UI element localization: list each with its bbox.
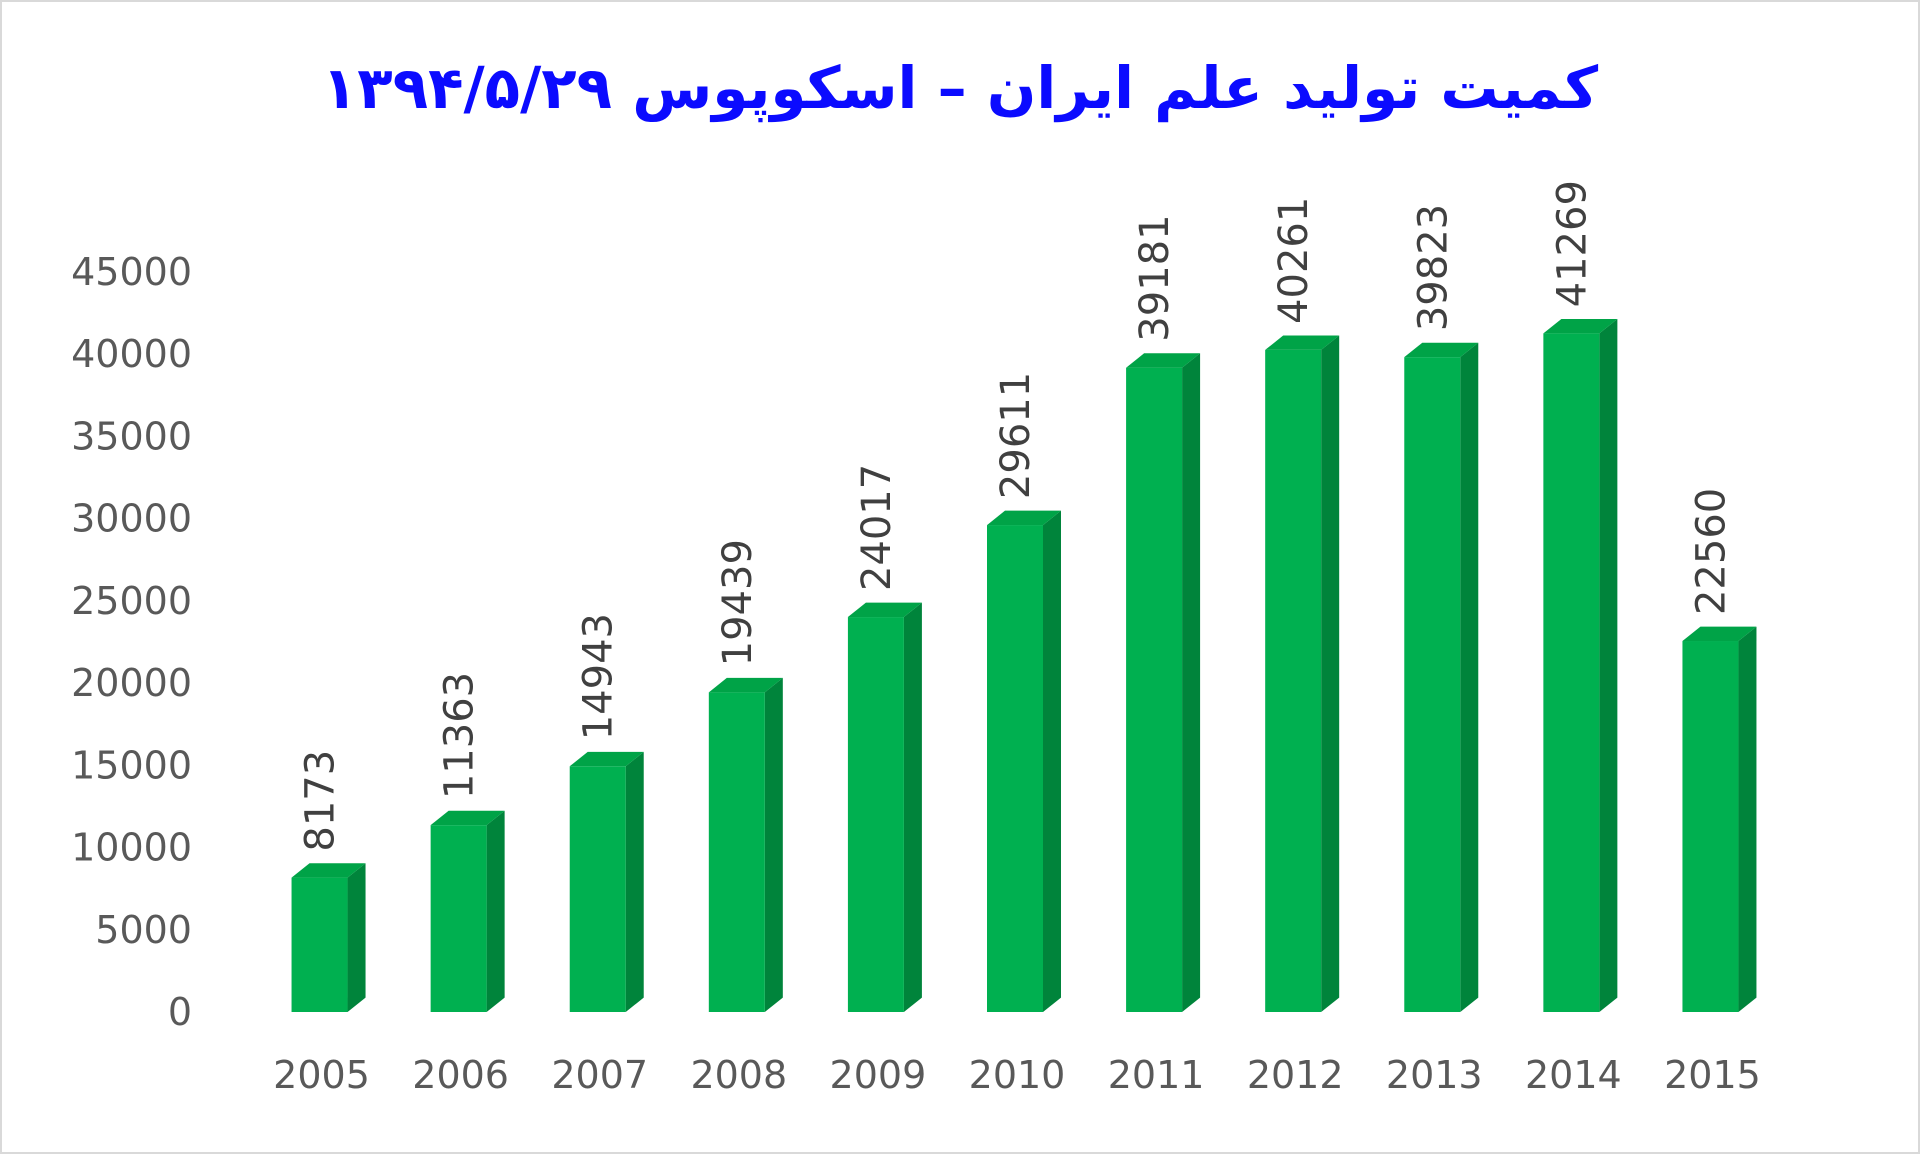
bar-side-2015	[1738, 626, 1757, 1012]
bar-2008	[708, 677, 783, 1012]
data-label-2007: 14943	[576, 613, 622, 740]
bar-2013	[1404, 342, 1479, 1012]
bar-top-2006	[430, 810, 505, 826]
bar-side-2012	[1321, 335, 1340, 1012]
bar-2005	[291, 863, 366, 1012]
data-label-2011: 39181	[1132, 214, 1178, 341]
x-tick-label-2009: 2009	[830, 1053, 927, 1097]
bar-front-2013	[1404, 357, 1461, 1012]
y-tick-label-4: 20000	[71, 661, 192, 705]
bar-front-2008	[708, 692, 765, 1012]
data-label-2012: 40261	[1271, 197, 1317, 324]
bar-front-2010	[987, 525, 1043, 1012]
chart-title: کمیت تولید علم ایران – اسکوپوس ۱۳۹۴/۵/۲۹	[321, 54, 1599, 122]
bar-2011	[1126, 353, 1201, 1013]
bar-side-2013	[1460, 342, 1479, 1012]
bar-front-2006	[430, 825, 487, 1012]
bar-top-2015	[1682, 626, 1757, 642]
bar-2009	[847, 602, 922, 1012]
bar-top-2009	[847, 602, 922, 618]
x-tick-label-2010: 2010	[969, 1053, 1066, 1097]
bar-2015	[1682, 626, 1757, 1012]
x-tick-label-2006: 2006	[412, 1053, 509, 1097]
data-label-2008: 19439	[715, 539, 761, 666]
data-label-2006: 11363	[437, 672, 483, 799]
y-tick-label-6: 30000	[71, 497, 192, 541]
bar-top-2008	[708, 677, 783, 693]
bar-2012	[1265, 335, 1340, 1012]
x-tick-label-2007: 2007	[551, 1053, 648, 1097]
bar-2007	[569, 751, 644, 1012]
x-tick-label-2012: 2012	[1247, 1053, 1344, 1097]
x-tick-label-2013: 2013	[1386, 1053, 1483, 1097]
bar-2010	[987, 510, 1061, 1012]
y-tick-label-2: 10000	[71, 826, 192, 870]
bar-front-2009	[847, 617, 904, 1012]
bar-front-2014	[1543, 333, 1600, 1012]
y-tick-label-0: 0	[168, 990, 192, 1034]
y-axis: 0 5000 10000 15000 20000 25000 30000 35000 40000…	[71, 250, 192, 1034]
x-tick-label-2005: 2005	[273, 1053, 370, 1097]
data-label-2015: 22560	[1688, 488, 1734, 615]
bar-front-2015	[1682, 641, 1739, 1012]
bar-top-2007	[569, 751, 644, 767]
bar-front-2011	[1126, 367, 1183, 1013]
x-tick-label-2014: 2014	[1525, 1053, 1622, 1097]
y-tick-label-8: 40000	[71, 332, 192, 376]
bar-side-2011	[1182, 353, 1201, 1012]
bar-side-2008	[764, 677, 783, 1012]
x-tick-label-2015: 2015	[1664, 1053, 1761, 1097]
bar-side-2005	[347, 863, 366, 1012]
bar-top-2012	[1265, 335, 1340, 350]
bar-2014	[1543, 318, 1618, 1012]
bar-side-2014	[1599, 318, 1618, 1012]
x-tick-label-2008: 2008	[690, 1053, 787, 1097]
y-tick-label-9: 45000	[71, 250, 192, 294]
y-tick-label-3: 15000	[71, 743, 192, 787]
y-tick-label-1: 5000	[95, 908, 192, 952]
bar-side-2010	[1043, 510, 1061, 1012]
data-label-2005: 8173	[298, 750, 344, 852]
bar-front-2007	[569, 766, 626, 1012]
x-tick-label-2011: 2011	[1108, 1053, 1205, 1097]
x-axis: 2005 2006 2007 2008 2009 2010 2011 2012 2013 2014…	[273, 1053, 1761, 1097]
bar-top-2014	[1543, 318, 1618, 334]
bar-side-2006	[486, 810, 505, 1012]
bars-group	[291, 318, 1757, 1013]
bar-front-2012	[1265, 349, 1322, 1012]
y-tick-label-7: 35000	[71, 414, 192, 458]
bar-top-2011	[1126, 353, 1201, 368]
bar-side-2009	[903, 602, 922, 1012]
data-label-2014: 41269	[1549, 180, 1595, 307]
bar-top-2013	[1404, 342, 1479, 358]
data-label-2010: 29611	[993, 372, 1039, 499]
data-label-2013: 39823	[1410, 204, 1456, 331]
y-tick-label-5: 25000	[71, 579, 192, 623]
bar-side-2007	[625, 751, 644, 1012]
bar-2006	[430, 810, 505, 1012]
bar-top-2010	[987, 510, 1061, 526]
bar-top-2005	[291, 863, 366, 878]
data-label-2009: 24017	[854, 464, 900, 591]
data-labels-group: 8173 11363 14943 19439 24017 29611 39181 40261 3…	[298, 180, 1735, 851]
bar-front-2005	[291, 877, 348, 1012]
